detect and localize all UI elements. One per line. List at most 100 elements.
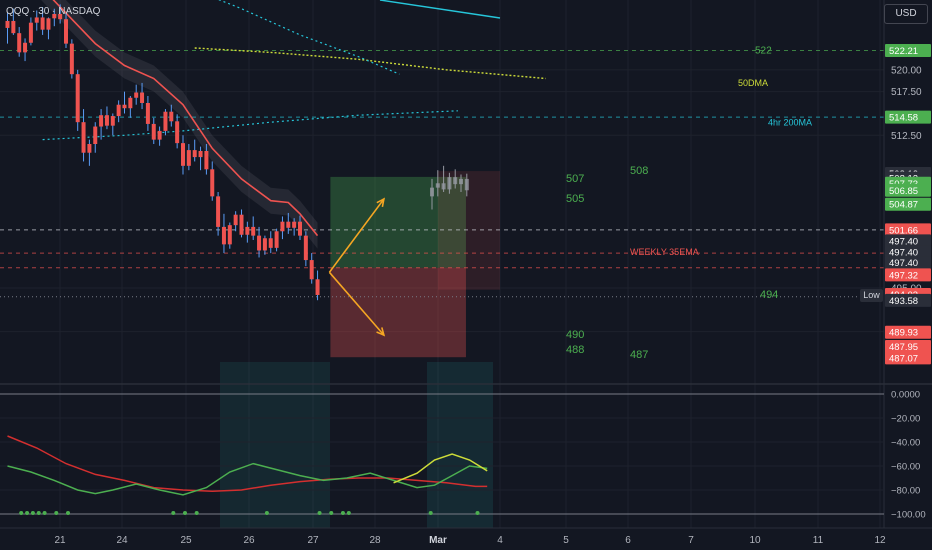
oscillator-tick-label: −100.00 — [891, 510, 926, 521]
price-tag-background — [885, 197, 931, 211]
oscillator-green-line — [7, 462, 488, 496]
x-tick-label: 10 — [749, 535, 761, 546]
candle-body — [17, 33, 22, 53]
ghost-candle-body — [453, 177, 458, 185]
x-tick-label: 6 — [625, 535, 631, 546]
x-tick-label: Mar — [429, 535, 447, 546]
candle-body — [87, 144, 92, 153]
candle-body — [274, 231, 279, 248]
candle-body — [257, 235, 262, 251]
ghost-candle-body — [459, 178, 463, 185]
signal-dot — [317, 511, 322, 515]
candle-body — [75, 74, 80, 123]
candle-body — [303, 235, 308, 261]
price-tick-label: 520.00 — [891, 65, 922, 76]
candle-body — [23, 42, 28, 53]
candle-body — [122, 104, 127, 109]
ghost-candle-body — [435, 183, 440, 188]
candle-body — [140, 92, 145, 103]
level-label: WEEKLY 35EMA — [630, 247, 699, 257]
candle-body — [227, 225, 232, 245]
candle-body — [46, 18, 51, 30]
oscillator-tick-label: −40.00 — [891, 438, 920, 449]
currency-button[interactable]: USD — [884, 4, 928, 24]
oscillator-tick-label: −60.00 — [891, 462, 920, 473]
session-highlight-band — [220, 362, 330, 528]
x-tick-label: 25 — [180, 535, 192, 546]
signal-dot — [30, 511, 35, 515]
candle-body — [186, 150, 191, 166]
ghost-candle-body — [430, 187, 434, 197]
x-tick-label: 28 — [369, 535, 381, 546]
signal-dot — [171, 511, 176, 515]
price-tag-background — [885, 223, 931, 237]
x-tick-label: 24 — [116, 535, 128, 546]
x-tick-label: 4 — [497, 535, 503, 546]
candle-body — [93, 126, 98, 144]
symbol-title: QQQ · 30 · NASDAQ — [6, 6, 101, 17]
price-tag-label: 489.93 — [889, 328, 918, 339]
level-label: 4hr 200MA — [768, 118, 812, 128]
short-target-zone — [330, 267, 466, 358]
signal-dot — [19, 511, 24, 515]
signal-dot — [346, 511, 351, 515]
candle-body — [298, 221, 302, 236]
price-tag-label: 514.58 — [889, 113, 918, 124]
candle-body — [110, 116, 115, 126]
price-tag-background — [885, 293, 931, 307]
oscillator-tick-label: −20.00 — [891, 414, 920, 425]
target-level-label: 507 — [566, 173, 584, 185]
projection-arrow — [328, 271, 385, 336]
target-level-label: 494 — [760, 289, 778, 301]
candle-body — [28, 22, 33, 43]
candle-body — [69, 43, 74, 75]
ghost-candle-body — [447, 177, 452, 190]
ma-50d-line — [194, 47, 546, 80]
price-tag-background — [885, 234, 931, 248]
candle-body — [81, 122, 86, 153]
candle-body — [58, 13, 63, 20]
oscillator-tick-label: 0.0000 — [891, 390, 920, 401]
oscillator-lime-line — [393, 453, 488, 484]
oscillator-red-line — [7, 435, 488, 492]
candle-body — [268, 238, 273, 248]
price-tag-background — [885, 44, 931, 58]
price-tag-label: 522.21 — [889, 46, 918, 57]
candle-body — [204, 150, 209, 170]
projection-arrowhead — [376, 197, 385, 207]
candle-body — [145, 102, 150, 124]
x-tick-label: 21 — [54, 535, 66, 546]
price-tag-background — [885, 339, 931, 353]
price-tag-background — [885, 268, 931, 282]
x-tick-label: 12 — [874, 535, 886, 546]
price-tag-background — [885, 351, 931, 365]
signal-dot — [329, 511, 334, 515]
price-tag-label: 497.40 — [889, 248, 918, 259]
target-level-label: 488 — [566, 344, 584, 356]
x-tick-label: 7 — [688, 535, 694, 546]
ma-cyan-short-line — [218, 0, 400, 75]
price-tag-background — [885, 325, 931, 339]
candle-body — [233, 214, 238, 226]
candle-body — [5, 20, 10, 28]
price-tag-background — [885, 110, 931, 124]
target-level-label: 50DMA — [738, 78, 768, 88]
candle-body — [157, 130, 162, 140]
candle-body — [151, 123, 156, 140]
candle-body — [116, 104, 121, 117]
signal-dot — [183, 511, 187, 515]
candle-body — [163, 111, 168, 131]
ghost-candle-body — [464, 178, 469, 191]
candle-body — [64, 19, 68, 44]
level-label: 522 — [755, 46, 772, 57]
price-tag-label: 487.07 — [889, 353, 918, 364]
candle-body — [198, 150, 203, 158]
candle-body — [181, 143, 185, 166]
projection-arrowhead — [376, 327, 386, 337]
signal-dot — [340, 511, 345, 515]
price-tag-label: 501.66 — [889, 225, 918, 236]
price-tag-label: 497.40 — [889, 258, 918, 269]
price-tick-label: 512.50 — [891, 131, 922, 142]
candle-body — [292, 221, 297, 228]
